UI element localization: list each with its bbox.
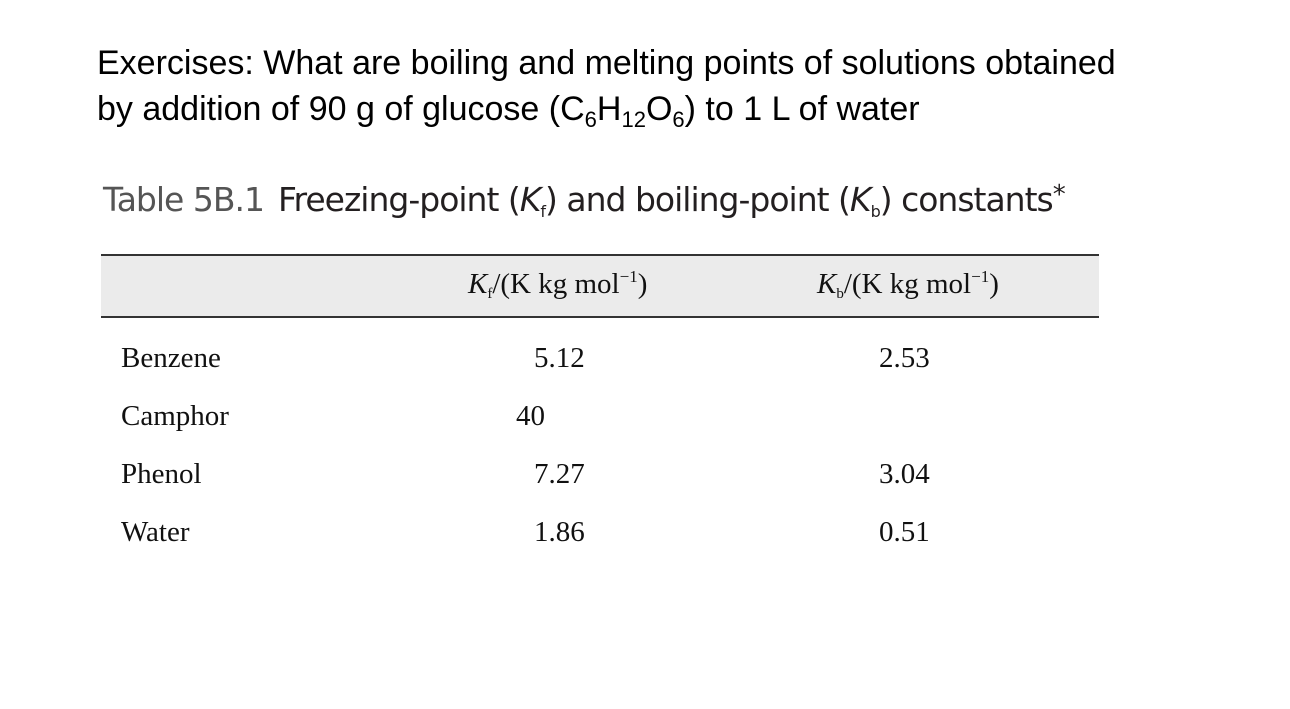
kb-value: 0.51: [879, 516, 930, 548]
header-kf-unit: /(K kg mol: [492, 268, 620, 300]
table-row: Water 1.86 0.51: [101, 516, 1099, 556]
header-kf-subscript: f: [487, 286, 493, 302]
table-row: Benzene 5.12 2.53: [101, 342, 1099, 382]
table-caption: Table 5B.1 Freezing-point (Kf) and boilin…: [103, 180, 1066, 221]
caption-kf-symbol: K: [519, 180, 542, 219]
table-row: Phenol 7.27 3.04: [101, 458, 1099, 498]
table-row: Camphor 40: [101, 400, 1099, 440]
header-kf-symbol: K: [468, 268, 488, 300]
header-kf: Kf/(K kg mol−1): [468, 267, 648, 302]
caption-part-c: ) constants: [879, 180, 1054, 219]
table-header: Kf/(K kg mol−1) Kb/(K kg mol−1): [101, 256, 1099, 318]
oxygen-symbol: O: [645, 90, 673, 128]
question-line-2-start: by addition of 90 g of glucose (C: [97, 90, 585, 128]
constants-table: Kf/(K kg mol−1) Kb/(K kg mol−1) Benzene …: [101, 254, 1099, 558]
table-top-rule: [101, 254, 1099, 256]
hydrogen-subscript: 12: [621, 107, 646, 132]
solvent-name: Water: [121, 516, 190, 548]
header-kb-symbol: K: [817, 268, 837, 300]
header-kb-close: ): [989, 268, 999, 300]
caption-part-b: ) and boiling-point (: [545, 180, 851, 219]
exercise-question: Exercises: What are boiling and melting …: [97, 40, 1217, 132]
table-body: Benzene 5.12 2.53 Camphor 40 Phenol 7.27…: [101, 318, 1099, 558]
caption-kb-subscript: b: [870, 202, 881, 221]
kf-value: 1.86: [534, 516, 585, 548]
kf-value: 7.27: [534, 458, 585, 490]
kf-value: 5.12: [534, 342, 585, 374]
header-kb-exponent: −1: [971, 267, 990, 286]
header-kf-close: ): [637, 268, 648, 300]
header-kb-unit: /(K kg mol: [843, 268, 972, 300]
hydrogen-symbol: H: [596, 90, 622, 128]
caption-kb-symbol: K: [849, 180, 872, 219]
question-line-1: Exercises: What are boiling and melting …: [97, 44, 1116, 82]
kb-value: 3.04: [879, 458, 930, 490]
kb-value: 2.53: [879, 342, 930, 374]
caption-kf-subscript: f: [540, 202, 546, 221]
oxygen-subscript: 6: [672, 107, 685, 132]
header-kf-exponent: −1: [619, 267, 638, 286]
caption-part-a: Freezing-point (: [277, 180, 521, 219]
header-kb: Kb/(K kg mol−1): [817, 267, 999, 302]
question-line-2: by addition of 90 g of glucose (C6H12O6)…: [97, 86, 1217, 132]
carbon-subscript: 6: [584, 107, 597, 132]
caption-footnote-star: *: [1052, 180, 1066, 210]
kf-value: 40: [516, 400, 545, 432]
header-kb-subscript: b: [836, 286, 844, 302]
table-label: Table 5B.1: [103, 180, 265, 219]
question-line-2-end: ) to 1 L of water: [684, 90, 920, 128]
solvent-name: Camphor: [121, 400, 229, 432]
solvent-name: Phenol: [121, 458, 202, 490]
solvent-name: Benzene: [121, 342, 221, 374]
